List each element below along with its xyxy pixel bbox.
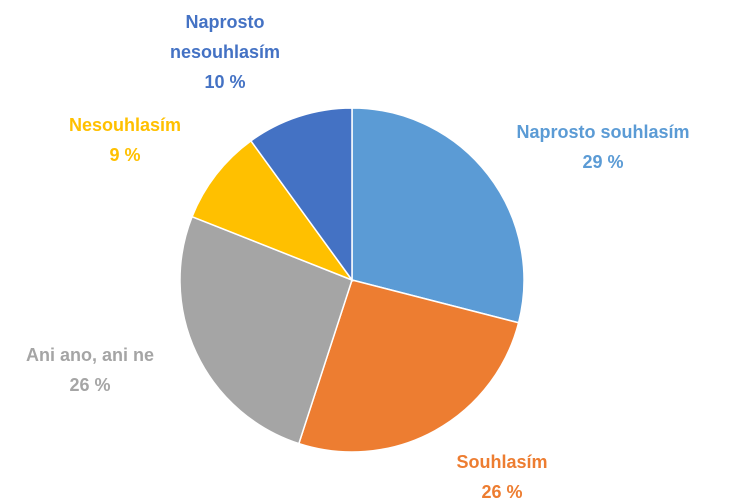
data-label: Naprosto souhlasím 29 %: [473, 117, 730, 177]
pie-slice: [191, 139, 355, 282]
category-label: Nesouhlasím: [68, 115, 182, 135]
value-label: 10 %: [204, 72, 246, 92]
category-label: Souhlasím: [456, 452, 548, 472]
data-label: Ani ano, ani ne 26 %: [0, 340, 190, 400]
value-label: 29 %: [582, 152, 624, 172]
pie-slice: [297, 279, 520, 453]
data-label: Nesouhlasím 9 %: [25, 110, 225, 170]
pie-slice: [351, 107, 525, 324]
pie-slice: [249, 107, 353, 283]
data-label: Naprosto nesouhlasím 10 %: [145, 7, 305, 97]
category-label: Naprosto nesouhlasím: [169, 12, 281, 62]
value-label: 26 %: [481, 482, 523, 500]
data-label: Souhlasím 26 %: [402, 447, 602, 500]
value-label: 9 %: [109, 145, 141, 165]
value-label: 26 %: [69, 375, 111, 395]
category-label: Ani ano, ani ne: [25, 345, 154, 365]
pie-slice: [179, 215, 353, 445]
category-label: Naprosto souhlasím: [516, 122, 690, 142]
